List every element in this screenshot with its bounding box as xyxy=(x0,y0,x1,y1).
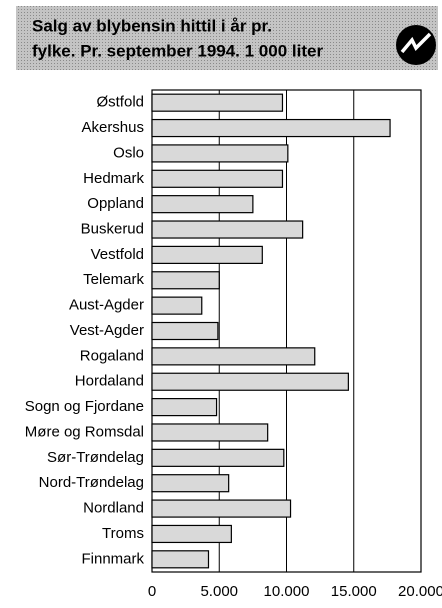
y-tick-label: Akershus xyxy=(81,119,144,136)
bar xyxy=(151,372,349,391)
y-tick-label: Sør-Trøndelag xyxy=(47,449,144,466)
y-tick-label: Nordland xyxy=(83,500,144,517)
bar xyxy=(151,423,269,442)
chart-title: Salg av blybensin hittil i år pr. xyxy=(32,16,272,35)
bar xyxy=(151,118,391,138)
y-tick-label: Møre og Romsdal xyxy=(25,423,144,440)
bar xyxy=(151,550,210,569)
bar xyxy=(151,347,316,366)
y-tick-label: Vest-Agder xyxy=(70,322,144,339)
bar xyxy=(151,474,230,493)
icon xyxy=(396,25,436,65)
y-tick-label: Telemark xyxy=(83,271,144,288)
y-tick-label: Troms xyxy=(102,525,144,542)
x-tick-label: 15.000 xyxy=(331,583,377,600)
y-tick-label: Østfold xyxy=(96,94,144,111)
x-tick-label: 20.000 xyxy=(398,583,442,600)
y-tick-label: Nord-Trøndelag xyxy=(39,474,144,491)
bar xyxy=(151,271,220,290)
bar xyxy=(151,195,254,214)
x-tick-label: 10.000 xyxy=(264,583,310,600)
y-tick-label: Hedmark xyxy=(83,170,144,187)
y-tick-label: Finnmark xyxy=(81,550,144,567)
y-tick-label: Vestfold xyxy=(91,246,144,263)
y-tick-label: Hordaland xyxy=(75,373,144,390)
y-tick-label: Oppland xyxy=(87,195,144,212)
bar xyxy=(151,499,292,518)
y-tick-label: Oslo xyxy=(113,144,144,161)
chart-title: fylke. Pr. september 1994. 1 000 liter xyxy=(32,41,323,60)
x-tick-label: 5.000 xyxy=(200,583,238,600)
y-tick-label: Aust-Agder xyxy=(69,297,144,314)
y-tick-label: Rogaland xyxy=(80,347,144,364)
bar xyxy=(151,524,232,544)
y-tick-label: Buskerud xyxy=(81,220,144,237)
bar xyxy=(151,296,203,315)
bar xyxy=(151,398,218,417)
bar xyxy=(151,169,284,188)
title-box xyxy=(16,6,438,70)
bar xyxy=(151,245,263,264)
x-tick-label: 0 xyxy=(148,583,156,600)
y-tick-label: Sogn og Fjordane xyxy=(25,398,144,415)
bar xyxy=(151,448,285,467)
bar xyxy=(151,144,289,163)
bar xyxy=(151,220,304,239)
bar xyxy=(151,321,219,341)
bar xyxy=(151,93,284,112)
